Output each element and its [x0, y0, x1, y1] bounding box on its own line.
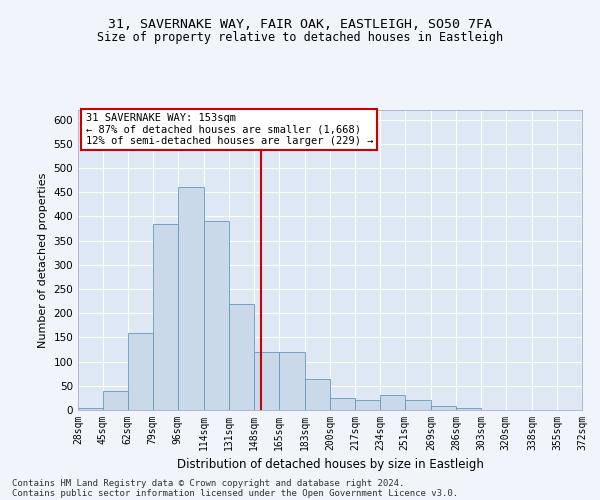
Bar: [305, 378, 330, 410]
Y-axis label: Number of detached properties: Number of detached properties: [38, 172, 48, 348]
Text: 31, SAVERNAKE WAY, FAIR OAK, EASTLEIGH, SO50 7FA: 31, SAVERNAKE WAY, FAIR OAK, EASTLEIGH, …: [108, 18, 492, 30]
X-axis label: Distribution of detached houses by size in Eastleigh: Distribution of detached houses by size …: [176, 458, 484, 471]
Bar: [380, 396, 405, 410]
Text: Contains public sector information licensed under the Open Government Licence v3: Contains public sector information licen…: [12, 488, 458, 498]
Bar: [405, 400, 431, 410]
Bar: [178, 188, 204, 410]
Bar: [128, 332, 153, 410]
Bar: [355, 400, 380, 410]
Bar: [153, 224, 178, 410]
Bar: [78, 408, 103, 410]
Bar: [279, 352, 305, 410]
Bar: [204, 222, 229, 410]
Bar: [229, 304, 254, 410]
Text: Contains HM Land Registry data © Crown copyright and database right 2024.: Contains HM Land Registry data © Crown c…: [12, 478, 404, 488]
Bar: [103, 390, 128, 410]
Bar: [456, 408, 481, 410]
Text: Size of property relative to detached houses in Eastleigh: Size of property relative to detached ho…: [97, 31, 503, 44]
Bar: [431, 406, 456, 410]
Text: 31 SAVERNAKE WAY: 153sqm
← 87% of detached houses are smaller (1,668)
12% of sem: 31 SAVERNAKE WAY: 153sqm ← 87% of detach…: [86, 113, 373, 146]
Bar: [330, 398, 355, 410]
Bar: [254, 352, 279, 410]
